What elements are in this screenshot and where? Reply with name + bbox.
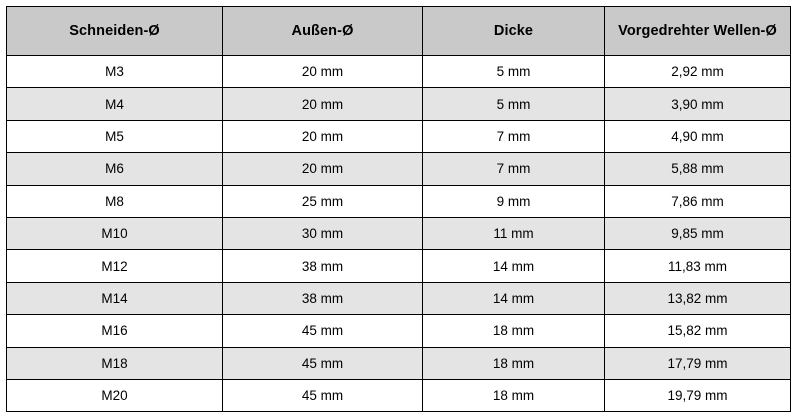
cell-aussen-durchmesser: 38 mm xyxy=(222,281,423,316)
cell-vorgedrehter-wellen-durchmesser: 17,79 mm xyxy=(604,346,791,380)
cell-schneiden-durchmesser: M14 xyxy=(6,281,223,316)
cell-aussen-durchmesser: 45 mm xyxy=(222,346,423,380)
column-header-dicke: Dicke xyxy=(422,6,605,56)
table-row: M8 25 mm 9 mm 7,86 mm xyxy=(6,184,791,218)
cell-aussen-durchmesser: 45 mm xyxy=(222,378,423,413)
cell-vorgedrehter-wellen-durchmesser: 15,82 mm xyxy=(604,314,791,348)
cell-aussen-durchmesser: 30 mm xyxy=(222,216,423,251)
cell-aussen-durchmesser: 25 mm xyxy=(222,184,423,218)
cell-vorgedrehter-wellen-durchmesser: 5,88 mm xyxy=(604,152,791,186)
cell-schneiden-durchmesser: M20 xyxy=(6,378,223,413)
table-header-row: Schneiden-Ø Außen-Ø Dicke Vorgedrehter W… xyxy=(6,6,791,56)
table-row: M12 38 mm 14 mm 11,83 mm xyxy=(6,249,791,283)
cell-aussen-durchmesser: 20 mm xyxy=(222,54,423,89)
cell-dicke: 9 mm xyxy=(422,184,605,218)
cell-schneiden-durchmesser: M18 xyxy=(6,346,223,380)
cell-dicke: 7 mm xyxy=(422,119,605,154)
cell-dicke: 11 mm xyxy=(422,216,605,251)
table-row: M18 45 mm 18 mm 17,79 mm xyxy=(6,346,791,380)
cell-vorgedrehter-wellen-durchmesser: 19,79 mm xyxy=(604,378,791,413)
specification-table: Schneiden-Ø Außen-Ø Dicke Vorgedrehter W… xyxy=(6,6,791,413)
table-header: Schneiden-Ø Außen-Ø Dicke Vorgedrehter W… xyxy=(6,6,791,56)
table-row: M6 20 mm 7 mm 5,88 mm xyxy=(6,152,791,186)
table-row: M5 20 mm 7 mm 4,90 mm xyxy=(6,119,791,154)
cell-aussen-durchmesser: 20 mm xyxy=(222,119,423,154)
cell-aussen-durchmesser: 45 mm xyxy=(222,314,423,348)
cell-dicke: 18 mm xyxy=(422,378,605,413)
cell-schneiden-durchmesser: M16 xyxy=(6,314,223,348)
cell-schneiden-durchmesser: M12 xyxy=(6,249,223,283)
cell-dicke: 5 mm xyxy=(422,87,605,121)
cell-dicke: 7 mm xyxy=(422,152,605,186)
cell-aussen-durchmesser: 38 mm xyxy=(222,249,423,283)
cell-schneiden-durchmesser: M4 xyxy=(6,87,223,121)
cell-aussen-durchmesser: 20 mm xyxy=(222,152,423,186)
column-header-vorgedrehter-wellen-durchmesser: Vorgedrehter Wellen-Ø xyxy=(604,6,791,56)
table-row: M4 20 mm 5 mm 3,90 mm xyxy=(6,87,791,121)
cell-vorgedrehter-wellen-durchmesser: 11,83 mm xyxy=(604,249,791,283)
table-row: M20 45 mm 18 mm 19,79 mm xyxy=(6,378,791,413)
cell-vorgedrehter-wellen-durchmesser: 2,92 mm xyxy=(604,54,791,89)
cell-dicke: 5 mm xyxy=(422,54,605,89)
cell-vorgedrehter-wellen-durchmesser: 13,82 mm xyxy=(604,281,791,316)
cell-dicke: 14 mm xyxy=(422,249,605,283)
cell-dicke: 18 mm xyxy=(422,346,605,380)
column-header-schneiden-durchmesser: Schneiden-Ø xyxy=(6,6,223,56)
table-row: M16 45 mm 18 mm 15,82 mm xyxy=(6,314,791,348)
cell-dicke: 18 mm xyxy=(422,314,605,348)
table-body: M3 20 mm 5 mm 2,92 mm M4 20 mm 5 mm 3,90… xyxy=(6,54,791,413)
cell-vorgedrehter-wellen-durchmesser: 4,90 mm xyxy=(604,119,791,154)
cell-aussen-durchmesser: 20 mm xyxy=(222,87,423,121)
cell-vorgedrehter-wellen-durchmesser: 9,85 mm xyxy=(604,216,791,251)
cell-schneiden-durchmesser: M10 xyxy=(6,216,223,251)
cell-vorgedrehter-wellen-durchmesser: 3,90 mm xyxy=(604,87,791,121)
cell-schneiden-durchmesser: M5 xyxy=(6,119,223,154)
cell-schneiden-durchmesser: M3 xyxy=(6,54,223,89)
cell-schneiden-durchmesser: M6 xyxy=(6,152,223,186)
table-row: M3 20 mm 5 mm 2,92 mm xyxy=(6,54,791,89)
table-row: M10 30 mm 11 mm 9,85 mm xyxy=(6,216,791,251)
cell-schneiden-durchmesser: M8 xyxy=(6,184,223,218)
column-header-aussen-durchmesser: Außen-Ø xyxy=(222,6,423,56)
table-row: M14 38 mm 14 mm 13,82 mm xyxy=(6,281,791,316)
cell-dicke: 14 mm xyxy=(422,281,605,316)
cell-vorgedrehter-wellen-durchmesser: 7,86 mm xyxy=(604,184,791,218)
spec-table-container: Schneiden-Ø Außen-Ø Dicke Vorgedrehter W… xyxy=(6,6,791,413)
